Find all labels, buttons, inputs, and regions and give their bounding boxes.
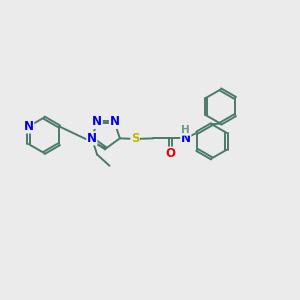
Text: H: H [182,125,190,135]
Text: N: N [110,116,119,128]
Text: N: N [24,120,34,133]
Text: N: N [87,132,97,145]
Text: N: N [181,132,191,145]
Text: S: S [131,132,140,146]
Text: N: N [92,116,102,128]
Text: O: O [166,147,176,160]
